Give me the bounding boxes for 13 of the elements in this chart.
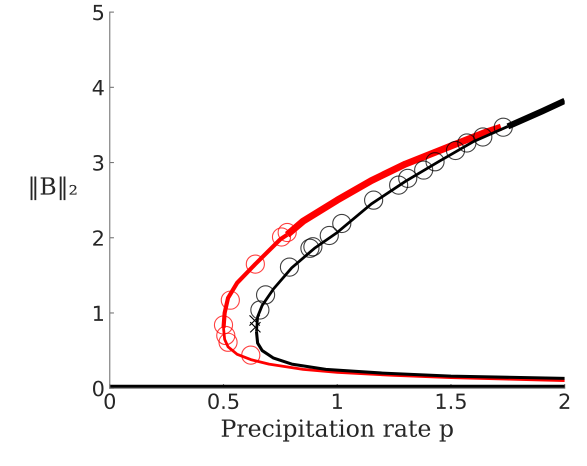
y-tick-label: 4	[92, 80, 104, 96]
x-tick-label: 1.5	[436, 394, 466, 410]
x-tick-label: 0	[104, 393, 116, 410]
y-tick-label: 2	[93, 230, 103, 246]
x-tick-label: 1	[332, 394, 342, 409]
x-tick-label: 2	[560, 393, 570, 409]
y-tick-label: 0	[93, 380, 104, 396]
y-tick-label: 5	[93, 4, 104, 20]
y-axis-title: ‖B‖₂	[30, 176, 76, 200]
x-axis-title: Precipitation rate p	[222, 419, 453, 442]
y-tick-label: 3	[93, 154, 104, 171]
x-tick-label: 0.5	[208, 393, 238, 410]
y-tick-label: 1	[94, 306, 103, 321]
